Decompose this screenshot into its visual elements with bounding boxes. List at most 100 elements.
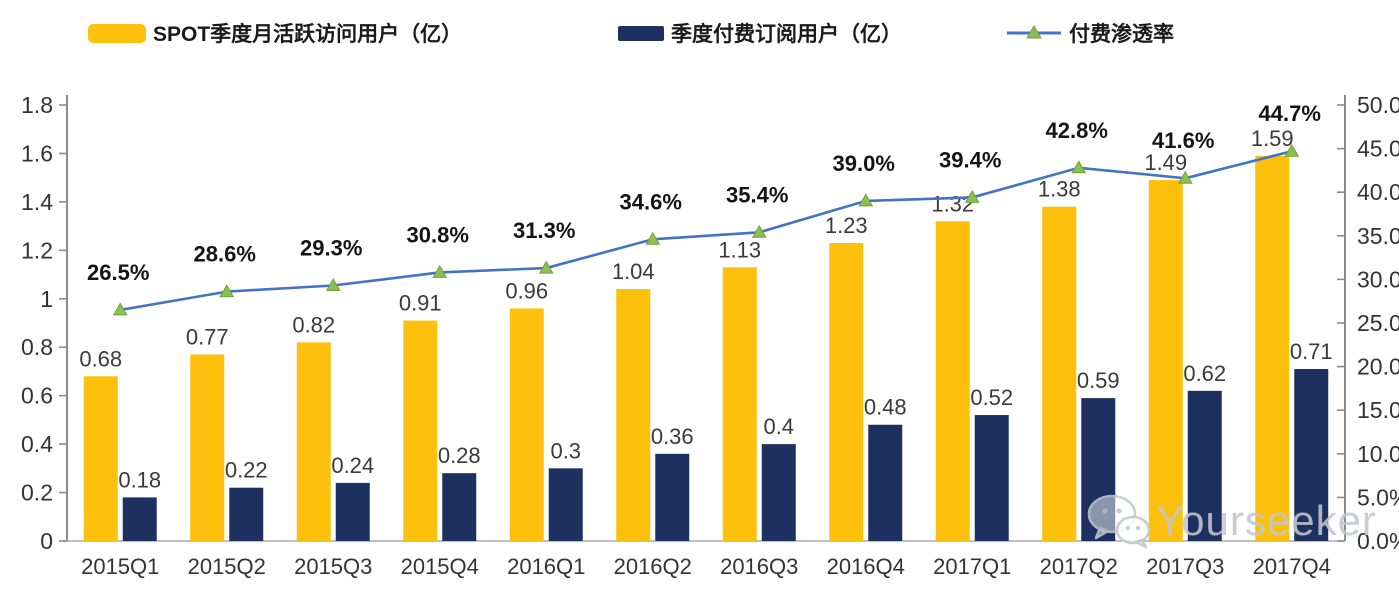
mau-bar — [190, 354, 225, 541]
penetration-marker — [858, 193, 874, 207]
penetration-marker — [1071, 160, 1087, 174]
subscribers-value-label: 0.71 — [1290, 339, 1333, 364]
subscribers-value-label: 0.62 — [1183, 361, 1226, 386]
subscribers-value-label: 0.48 — [864, 395, 907, 420]
mau-value-label: 0.82 — [292, 312, 335, 337]
subscribers-value-label: 0.18 — [118, 467, 161, 492]
x-axis-category-label: 2015Q1 — [81, 554, 159, 579]
right-axis-tick-label: 0.0% — [1357, 528, 1399, 554]
mau-bar — [935, 221, 970, 541]
x-axis-category-label: 2016Q4 — [827, 554, 905, 579]
mau-value-label: 0.91 — [399, 291, 442, 316]
left-axis-tick-label: 0.8 — [21, 334, 53, 360]
subscribers-bar — [1294, 369, 1329, 541]
penetration-pct-label: 41.6% — [1152, 128, 1214, 153]
mau-bar — [829, 243, 864, 542]
mau-value-label: 1.49 — [1144, 150, 1187, 175]
mau-bar — [509, 308, 544, 541]
right-axis-tick-label: 25.0% — [1357, 310, 1399, 336]
right-axis-tick-label: 20.0% — [1357, 354, 1399, 380]
subscribers-bar — [335, 482, 370, 541]
subscribers-legend-swatch — [618, 25, 664, 41]
penetration-pct-label: 39.0% — [833, 151, 895, 176]
penetration-marker — [1177, 170, 1193, 184]
subscribers-bar — [229, 487, 264, 541]
penetration-marker — [645, 231, 661, 245]
subscribers-value-label: 0.28 — [438, 443, 481, 468]
mau-value-label: 1.23 — [825, 213, 868, 238]
mau-bar — [403, 320, 438, 541]
x-axis-category-label: 2015Q3 — [294, 554, 372, 579]
left-axis-tick-label: 0 — [40, 528, 53, 554]
legend-item-subscribers: 季度付费订阅用户（亿） — [618, 18, 902, 48]
mau-value-label: 1.04 — [612, 259, 655, 284]
penetration-marker — [112, 302, 128, 316]
mau-bar — [296, 342, 331, 541]
penetration-pct-label: 28.6% — [194, 242, 256, 267]
mau-bar — [1255, 155, 1290, 541]
penetration-pct-label: 26.5% — [87, 260, 149, 285]
penetration-pct-label: 31.3% — [513, 218, 575, 243]
penetration-marker — [964, 189, 980, 203]
subscribers-bar — [548, 468, 583, 541]
penetration-pct-label: 34.6% — [620, 189, 682, 214]
penetration-pct-label: 29.3% — [300, 236, 362, 261]
penetration-legend-label: 付费渗透率 — [1069, 23, 1174, 46]
penetration-pct-label: 35.4% — [726, 182, 788, 207]
legend-item-mau: SPOT季度月活跃访问用户（亿） — [88, 18, 462, 48]
legend-item-penetration: 付费渗透率 — [1006, 18, 1174, 48]
mau-value-label: 0.77 — [186, 324, 229, 349]
left-axis-tick-label: 1 — [40, 286, 53, 312]
penetration-marker — [219, 284, 235, 298]
penetration-marker — [432, 264, 448, 278]
right-axis-tick-label: 15.0% — [1357, 397, 1399, 423]
subscribers-bar — [761, 444, 796, 541]
right-axis-tick-label: 5.0% — [1357, 484, 1399, 510]
right-axis-tick-label: 40.0% — [1357, 179, 1399, 205]
x-axis-category-label: 2017Q2 — [1040, 554, 1118, 579]
mau-legend-swatch — [88, 23, 146, 43]
penetration-line — [120, 149, 1293, 312]
penetration-marker — [538, 260, 554, 274]
right-axis-tick-label: 45.0% — [1357, 136, 1399, 162]
penetration-pct-label: 42.8% — [1046, 118, 1108, 143]
subscribers-bar — [655, 453, 690, 541]
subscribers-bar — [868, 424, 903, 541]
subscribers-value-label: 0.52 — [970, 385, 1013, 410]
right-axis-tick-label: 50.0% — [1357, 92, 1399, 118]
x-axis-category-label: 2016Q2 — [614, 554, 692, 579]
right-axis-tick-label: 10.0% — [1357, 441, 1399, 467]
line-marker-icon — [1007, 25, 1061, 39]
mau-value-label: 1.38 — [1038, 177, 1081, 202]
mau-bar — [1148, 180, 1183, 542]
mau-value-label: 1.13 — [718, 237, 761, 262]
penetration-pct-label: 39.4% — [939, 147, 1001, 172]
penetration-marker — [325, 277, 341, 292]
subscribers-bar — [974, 415, 1009, 541]
left-axis-tick-label: 0.2 — [21, 480, 53, 506]
subscribers-bar — [1081, 398, 1116, 541]
left-axis-tick-label: 0.6 — [21, 383, 53, 409]
mau-value-label: 1.32 — [931, 191, 974, 216]
mau-legend-label: SPOT季度月活跃访问用户（亿） — [153, 23, 463, 46]
x-axis-category-label: 2015Q4 — [401, 554, 479, 579]
mau-bar — [83, 376, 118, 541]
subscribers-value-label: 0.59 — [1077, 368, 1120, 393]
x-axis-category-label: 2017Q3 — [1146, 554, 1224, 579]
left-axis-tick-label: 1.2 — [21, 237, 53, 263]
right-axis-tick-label: 30.0% — [1357, 266, 1399, 292]
x-axis-category-label: 2015Q2 — [188, 554, 266, 579]
mau-value-label: 1.59 — [1251, 126, 1294, 151]
subscribers-legend-label: 季度付费订阅用户（亿） — [671, 23, 902, 46]
subscribers-bar — [442, 473, 477, 541]
penetration-marker — [751, 224, 767, 238]
subscribers-bar — [1187, 390, 1222, 541]
penetration-pct-label: 44.7% — [1259, 101, 1321, 126]
penetration-pct-label: 30.8% — [407, 222, 469, 247]
subscribers-value-label: 0.4 — [763, 414, 794, 439]
subscribers-bar — [122, 497, 157, 541]
subscribers-value-label: 0.3 — [550, 438, 581, 463]
x-axis-category-label: 2017Q4 — [1253, 554, 1331, 579]
subscribers-value-label: 0.22 — [225, 458, 268, 483]
